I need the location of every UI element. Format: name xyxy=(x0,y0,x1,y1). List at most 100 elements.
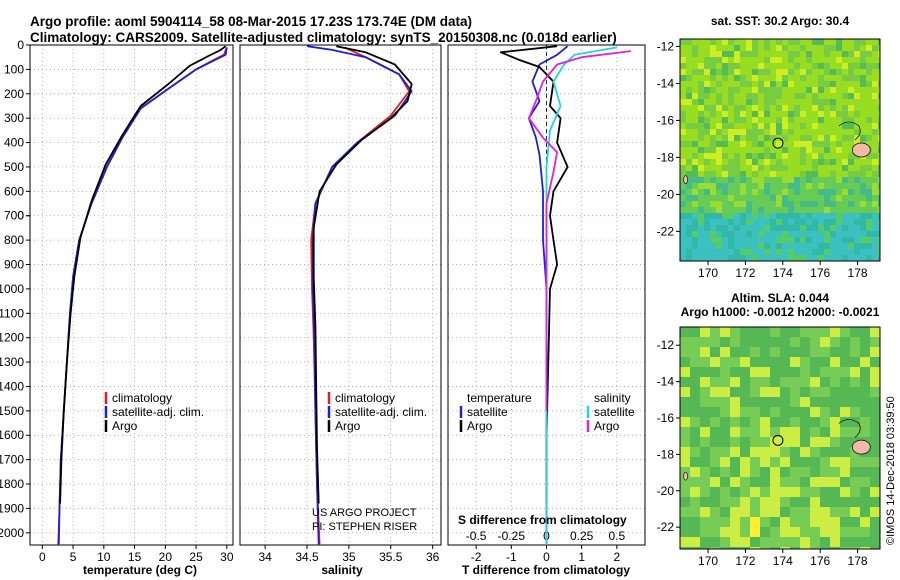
map-cell xyxy=(752,141,758,147)
map-cell xyxy=(760,477,770,487)
map-cell xyxy=(728,243,734,249)
map-cell xyxy=(704,39,710,45)
map-cell xyxy=(770,105,776,111)
map-cell xyxy=(764,141,770,147)
map-cell xyxy=(770,407,780,417)
map-cell xyxy=(866,207,872,213)
map-cell xyxy=(722,75,728,81)
salinity-legend: climatology satellite-adj. clim. Argo US… xyxy=(312,391,427,533)
map-cell xyxy=(842,219,848,225)
map-cell xyxy=(740,219,746,225)
map-cell xyxy=(830,201,836,207)
map-cell xyxy=(752,123,758,129)
map-cell xyxy=(760,447,770,457)
map-cell xyxy=(780,507,790,517)
map-cell xyxy=(836,57,842,63)
x-tick-label: 2 xyxy=(614,550,621,564)
map-cell xyxy=(704,159,710,165)
map-cell xyxy=(810,477,820,487)
map-cell xyxy=(810,437,820,447)
map-cell xyxy=(836,237,842,243)
map-cell xyxy=(698,105,704,111)
sst-map-panel: 170 172 174 176 178-12-14-16-18-20-22 xyxy=(657,38,881,280)
map-cell xyxy=(710,105,716,111)
map-cell xyxy=(870,457,880,467)
map-cell xyxy=(680,93,686,99)
map-cell xyxy=(686,45,692,51)
map-cell xyxy=(722,255,728,261)
map-cell xyxy=(860,177,866,183)
map-cell xyxy=(752,39,758,45)
map-cell xyxy=(686,111,692,117)
map-cell xyxy=(728,207,734,213)
map-cell xyxy=(830,487,840,497)
map-cell xyxy=(842,207,848,213)
map-cell xyxy=(824,117,830,123)
map-cell xyxy=(780,397,790,407)
map-cell xyxy=(730,427,740,437)
map-cell xyxy=(810,327,820,337)
map-cell xyxy=(854,129,860,135)
map-cell xyxy=(830,417,840,427)
map-cell xyxy=(752,195,758,201)
map-cell xyxy=(820,447,830,457)
map-cell xyxy=(818,255,824,261)
map-cell xyxy=(686,51,692,57)
map-cell xyxy=(692,165,698,171)
map-cell xyxy=(692,39,698,45)
map-cell xyxy=(800,487,810,497)
map-cell xyxy=(700,477,710,487)
map-cell xyxy=(800,457,810,467)
map-cell xyxy=(740,397,750,407)
map-cell xyxy=(760,347,770,357)
map-cell xyxy=(734,129,740,135)
map-cell xyxy=(878,225,880,231)
map-cell xyxy=(716,255,722,261)
map-cell xyxy=(836,63,842,69)
map-cell xyxy=(794,207,800,213)
map-cell xyxy=(872,39,878,45)
map-cell xyxy=(776,51,782,57)
map-cell xyxy=(746,39,752,45)
map-cell xyxy=(824,99,830,105)
map-cell xyxy=(690,327,700,337)
map-cell xyxy=(842,189,848,195)
map-cell xyxy=(782,111,788,117)
map-cell xyxy=(824,237,830,243)
map-cell xyxy=(830,123,836,129)
map-cell xyxy=(794,201,800,207)
map-cell xyxy=(770,457,780,467)
map-cell xyxy=(790,427,800,437)
map-cell xyxy=(878,93,880,99)
map-cell xyxy=(850,487,860,497)
map-cell xyxy=(758,81,764,87)
map-cell xyxy=(752,153,758,159)
map-cell xyxy=(746,243,752,249)
map-cell xyxy=(710,153,716,159)
map-cell xyxy=(746,231,752,237)
map-cell xyxy=(734,57,740,63)
map-cell xyxy=(790,537,800,547)
map-cell xyxy=(746,171,752,177)
map-cell xyxy=(686,201,692,207)
map-cell xyxy=(740,527,750,537)
map-cell xyxy=(752,165,758,171)
map-cell xyxy=(872,237,878,243)
map-cell xyxy=(782,201,788,207)
x-tick-label: 36 xyxy=(426,550,440,564)
map-cell xyxy=(750,547,760,549)
map-cell xyxy=(710,387,720,397)
map-cell xyxy=(704,171,710,177)
map-cell xyxy=(722,165,728,171)
map-cell xyxy=(770,183,776,189)
map-cell xyxy=(850,537,860,547)
legend-satellite-label: satellite-adj. clim. xyxy=(335,405,427,419)
map-cell xyxy=(730,437,740,447)
map-cell xyxy=(866,153,872,159)
map-cell xyxy=(776,237,782,243)
map-cell xyxy=(710,171,716,177)
map-cell xyxy=(800,45,806,51)
map-cell xyxy=(812,57,818,63)
map-cell xyxy=(818,231,824,237)
map-cell xyxy=(716,243,722,249)
